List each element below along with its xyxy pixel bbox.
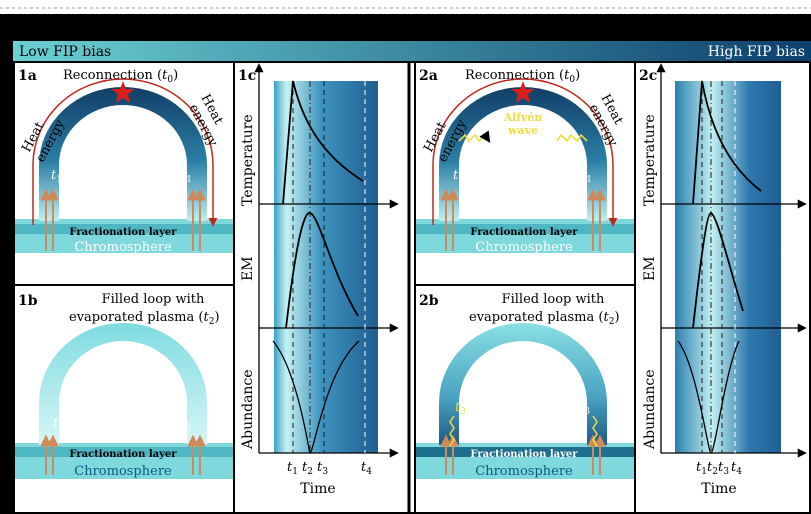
time-tick-labels: t1 t2 t3 t4 [696,460,742,477]
ylabel-em: EM [240,256,256,281]
tick-label: t4 [731,460,742,477]
ylabel-temperature: Temperature [240,114,256,206]
panel-2b: 2b Filled loop with evaporated plasma (t… [416,292,634,479]
alfven-wave-icon [449,415,598,447]
coronal-loop [439,87,607,221]
tick-label: t1 [696,460,707,477]
plot-axes [254,63,399,458]
wave-label: wave [507,124,538,137]
reconnection-star-icon [511,81,535,103]
plot-axes [656,63,807,458]
tick-label: t2 [302,460,313,477]
chromosphere-label: Chromosphere [74,464,172,479]
time-markers [701,81,736,453]
fractionation-layer-label: Fractionation layer [470,449,578,460]
xlabel-time: Time [300,481,335,497]
panel-2a: 2a Reconnection (t0) Heat energy Heat en… [416,68,634,255]
ylabel-em: EM [642,256,658,281]
alfven-wave-icon [458,130,588,143]
reconnection-label: Reconnection (t0) [465,68,580,85]
coronal-loop [39,87,207,221]
fractionation-layer-band [416,447,634,457]
t1-label-right: t1 [181,168,192,185]
panel-2c: 2c Temperature EM Abundance [639,63,807,497]
fractionation-layer-band [416,224,634,234]
tick-label: t3 [317,460,328,477]
reconnection-star-icon [111,81,135,103]
panel-tag: 1c [238,68,256,84]
panel-tag: 2c [639,68,657,84]
tick-label: t4 [361,460,372,477]
ylabel-abundance: Abundance [240,369,256,450]
panel-1a: 1a Reconnection (t0) Heat energy Heat en… [15,68,233,255]
alfven-label: Alfvén [503,111,543,124]
time-tick-labels: t1 t2 t3 t4 [287,460,372,477]
xlabel-time: Time [701,481,736,497]
tick-label: t1 [287,460,298,477]
heat-flow-arrow [32,78,218,227]
plot-background [274,81,378,453]
fip-diagram: Low FIP bias High FIP bias 1a Reconnecti… [13,41,811,514]
em-curve [692,212,744,329]
t3-label-left: t3 [455,400,466,417]
t3-label-right: t3 [579,400,590,417]
tick-label: t3 [718,460,729,477]
temperature-curve [282,80,364,205]
evaporated-plasma-label: evaporated plasma (t2) [69,310,220,327]
reconnection-label: Reconnection (t0) [63,68,178,85]
temperature-curve [692,80,762,205]
heat-flow-arrow [432,78,618,227]
ylabel-temperature: Temperature [642,114,658,206]
upflow-arrows [440,188,606,251]
ylabel-abundance: Abundance [642,369,658,450]
tick-label: t2 [707,460,718,477]
time-markers [292,81,366,453]
fractionation-layer-label: Fractionation layer [69,449,177,460]
evaporated-plasma-label: evaporated plasma (t2) [469,310,620,327]
chromosphere-label: Chromosphere [74,240,172,255]
t1-label-left: t1 [51,168,62,185]
panel-tag: 1a [18,68,37,84]
panel-borders [13,61,811,514]
filled-loop-label: Filled loop with [502,292,605,307]
figure-panel: Low FIP bias High FIP bias 1a Reconnecti… [13,41,811,514]
upflow-arrows [40,188,206,251]
top-dashed-strip [0,0,811,14]
panel-1b: 1b Filled loop with evaporated plasma (t… [15,292,233,479]
abundance-curve [677,340,740,454]
fractionation-layer-label: Fractionation layer [69,227,177,238]
t1-label-right: t1 [581,168,592,185]
curves [677,80,762,454]
banner-right-label: High FIP bias [708,44,805,60]
filled-coronal-loop [439,323,607,445]
curves [272,80,364,454]
t1-label-left: t1 [453,168,464,185]
chromosphere-label: Chromosphere [475,464,573,479]
abundance-curve [272,340,360,454]
upflow-arrows [40,434,206,475]
fip-bias-banner [13,41,811,61]
t3-label-left: t3 [53,416,64,433]
filled-coronal-loop [39,323,207,445]
upflow-arrows [440,434,606,475]
em-curve [285,212,359,329]
fractionation-layer-band [15,447,233,457]
panel-1c: 1c Temperature EM Abundance [238,63,399,497]
banner-left-label: Low FIP bias [19,44,111,60]
t3-label-right: t3 [180,416,191,433]
panel-tag: 1b [18,293,38,309]
fractionation-layer-band [15,224,233,234]
fractionation-layer-label: Fractionation layer [470,227,578,238]
filled-loop-label: Filled loop with [102,292,205,307]
chromosphere-label: Chromosphere [475,240,573,255]
panel-tag: 2b [419,293,439,309]
plot-background [675,81,781,453]
panel-tag: 2a [419,68,438,84]
